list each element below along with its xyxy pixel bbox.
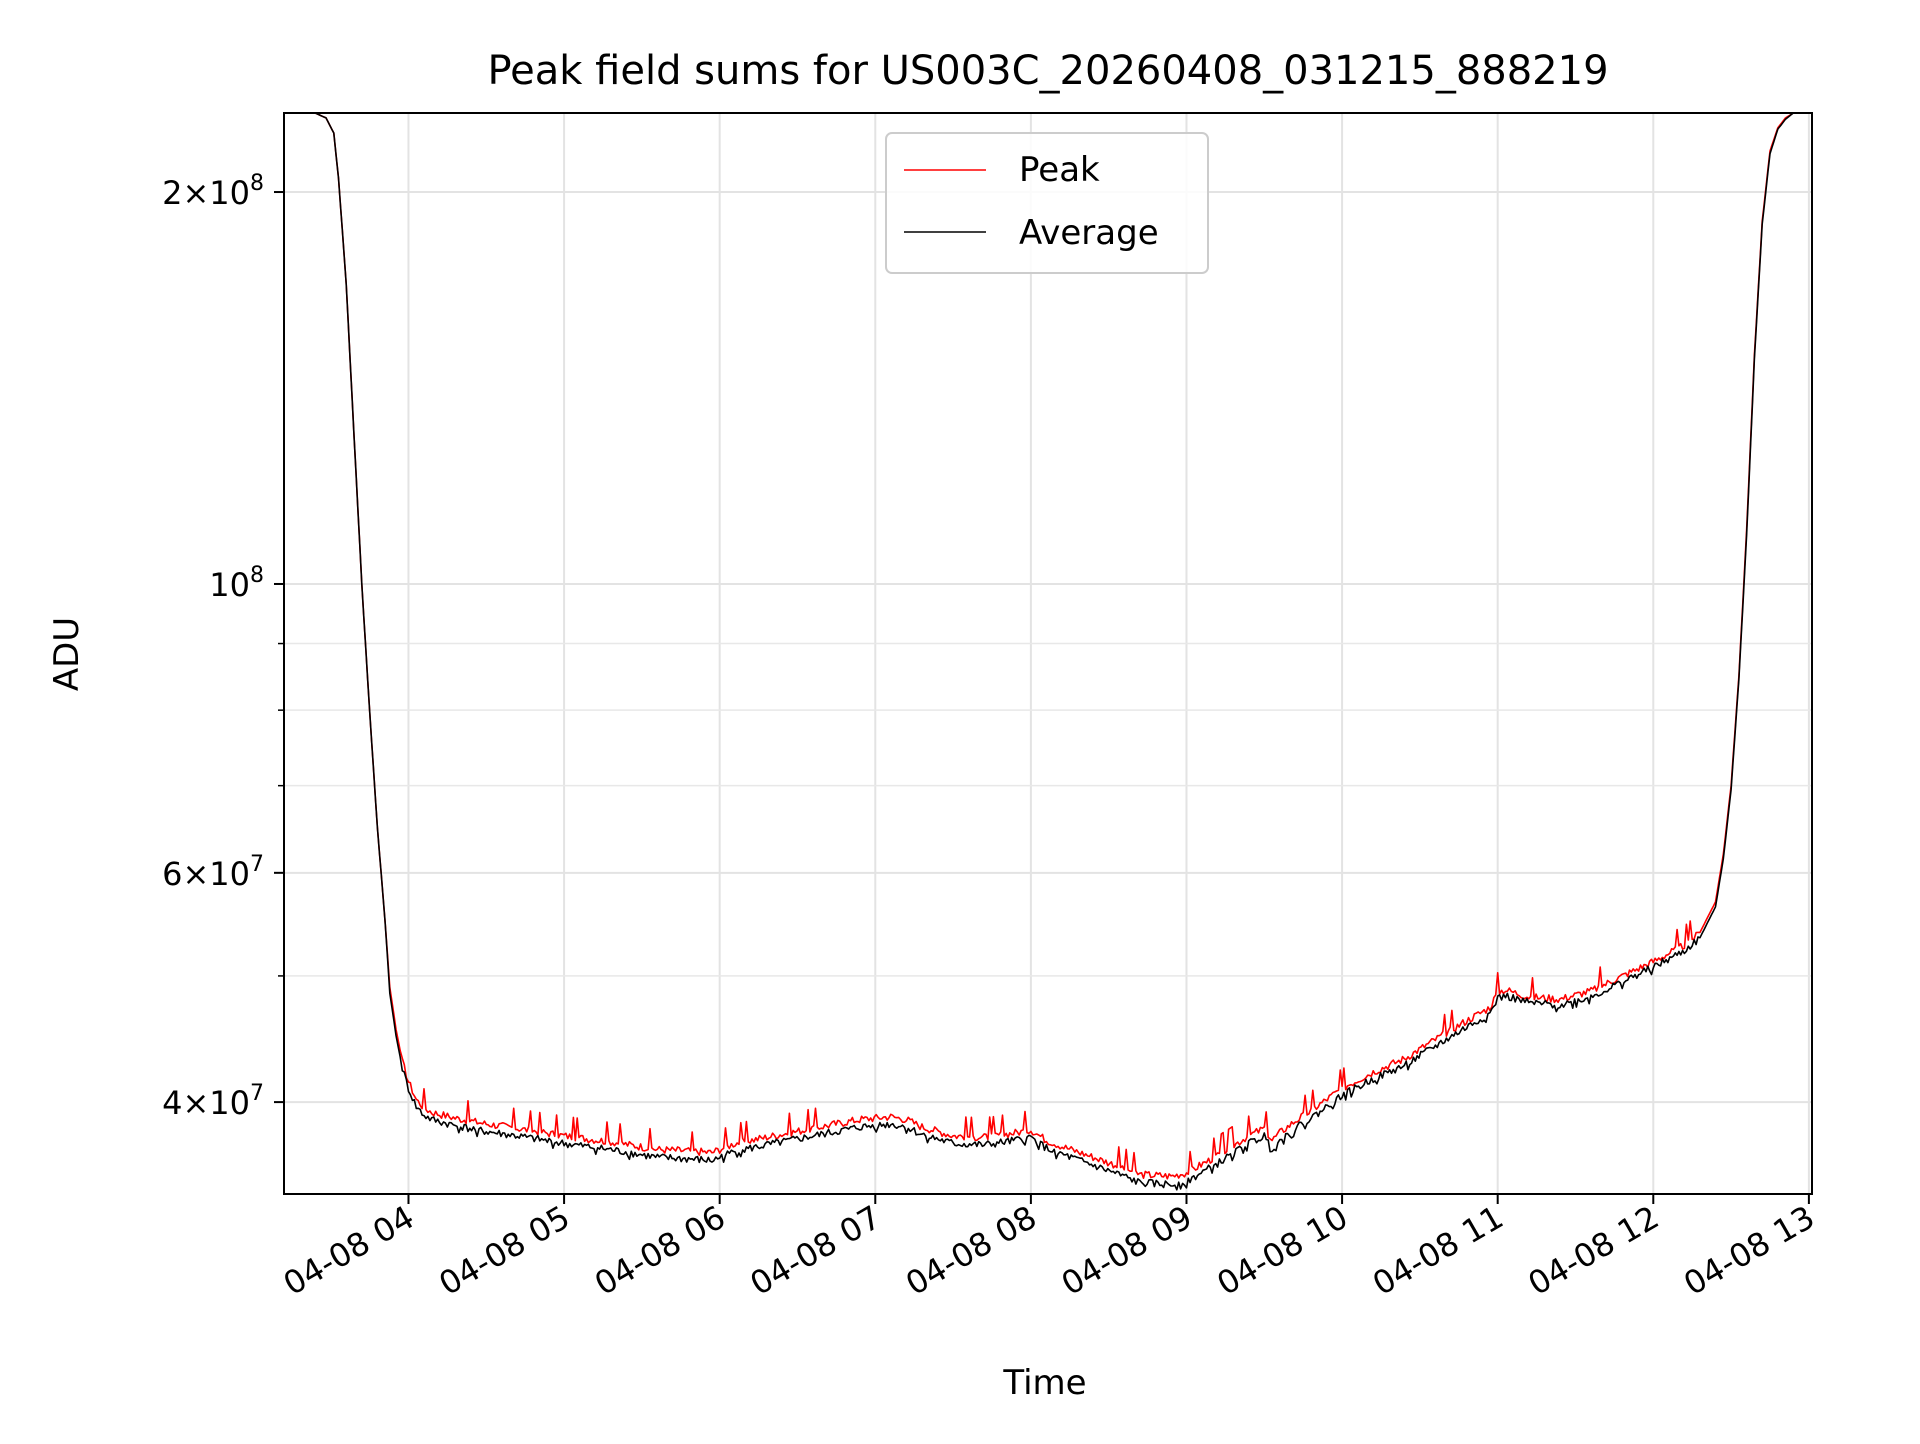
y-tick-label: 6×107 bbox=[162, 852, 264, 893]
legend: Peak Average bbox=[885, 132, 1209, 274]
series-line-peak bbox=[284, 113, 1812, 1180]
legend-label-peak: Peak bbox=[1019, 150, 1100, 190]
x-axis-label: Time bbox=[1002, 1363, 1086, 1403]
y-tick-label: 108 bbox=[209, 563, 264, 604]
y-tick-label: 2×108 bbox=[162, 171, 264, 212]
axes-frame bbox=[283, 112, 1813, 1195]
series-line-average bbox=[284, 113, 1812, 1191]
y-tick-label: 4×107 bbox=[162, 1081, 264, 1122]
legend-box bbox=[885, 132, 1209, 274]
chart-title: Peak field sums for US003C_20260408_0312… bbox=[487, 48, 1608, 94]
plot-lines bbox=[284, 113, 1812, 1191]
y-axis-label: ADU bbox=[47, 617, 87, 691]
legend-label-average: Average bbox=[1019, 213, 1159, 253]
